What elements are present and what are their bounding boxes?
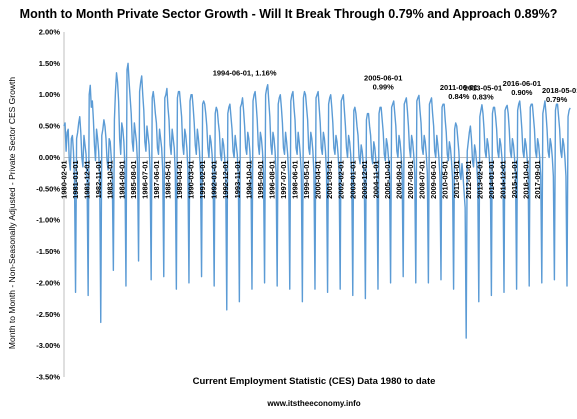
annotations: 1994-06-01, 1.16% 2005-06-010.99% 2011-06-…: [213, 69, 577, 104]
x-tick-label: 1981-12-01: [83, 160, 92, 198]
x-tick-label: 2017-09-01: [533, 160, 542, 198]
x-tick-label: 2000-04-01: [314, 160, 323, 198]
y-tick-label: 2.00%: [39, 28, 61, 37]
y-tick-label: 0.50%: [39, 122, 61, 131]
x-tick-label: 1988-05-01: [163, 160, 172, 198]
x-tick-label: 2010-05-01: [441, 160, 450, 198]
x-tick-label: 2003-12-01: [360, 160, 369, 198]
x-tick-label: 2006-09-01: [394, 160, 403, 198]
x-tick-label: 2014-12-01: [498, 160, 507, 198]
x-tick-label: 2015-11-01: [510, 160, 519, 198]
x-tick-label: 1981-01-01: [71, 160, 80, 198]
x-tick-label: 1983-10-01: [106, 160, 115, 198]
annotation-date: 2018-05-01: [542, 86, 577, 95]
annotation-date: 2013-05-01: [464, 83, 502, 92]
x-tick-label: 1993-11-01: [233, 160, 242, 198]
x-tick-label: 2003-01-01: [348, 160, 357, 198]
y-tick-label: 1.50%: [39, 59, 61, 68]
x-tick-label: 1985-08-01: [129, 160, 138, 198]
y-tick-label: -3.00%: [36, 341, 60, 350]
annotation-value: 0.90%: [511, 88, 533, 97]
series-line: [63, 62, 571, 339]
x-tick-label: 2016-10-01: [522, 160, 531, 198]
x-tick-label: 1997-07-01: [279, 160, 288, 198]
x-tick-label: 2002-02-01: [337, 160, 346, 198]
x-tick-label: 2004-11-01: [371, 160, 380, 198]
annotation-label: 1994-06-01, 1.16%: [213, 69, 277, 78]
annotation-value: 0.99%: [373, 82, 395, 91]
annotation-date: 2005-06-01: [364, 73, 402, 82]
x-tick-label: 1998-06-01: [291, 160, 300, 198]
y-tick-label: -3.50%: [36, 373, 60, 382]
y-tick-label: -2.50%: [36, 310, 60, 319]
series-line-path: [63, 62, 571, 339]
x-axis-title: Current Employment Statistic (CES) Data …: [192, 376, 436, 387]
x-tick-label: 2014-01-01: [487, 160, 496, 198]
x-tick-label: 2001-03-01: [325, 160, 334, 198]
chart-title: Month to Month Private Sector Growth - W…: [19, 7, 558, 21]
annotation-value: 0.83%: [472, 92, 494, 101]
y-tick-label: 1.00%: [39, 90, 61, 99]
x-tick-label: 1999-05-01: [302, 160, 311, 198]
annotation-date: 2016-06-01: [503, 79, 541, 88]
x-tick-label: 2007-08-01: [406, 160, 415, 198]
x-axis-ticks: 1980-02-01 1981-01-01 1981-12-01 1982-11-01…: [60, 160, 543, 198]
x-tick-label: 1991-02-01: [198, 160, 207, 198]
axes: [63, 32, 546, 377]
annotation-value: 0.84%: [448, 92, 470, 101]
x-tick-label: 2009-06-01: [429, 160, 438, 198]
annotation-value: 0.79%: [546, 95, 568, 104]
source-footer: www.itstheeconomy.info: [267, 399, 361, 408]
x-tick-label: 1986-07-01: [140, 160, 149, 198]
y-tick-label: -1.50%: [36, 247, 60, 256]
y-tick-label: 0.00%: [39, 153, 61, 162]
y-tick-label: -2.00%: [36, 278, 60, 287]
x-tick-label: 2012-03-01: [464, 160, 473, 198]
x-tick-label: 2005-10-01: [383, 160, 392, 198]
x-tick-label: 1984-09-01: [117, 160, 126, 198]
x-tick-label: 1987-06-01: [152, 160, 161, 198]
y-tick-label: -0.50%: [36, 184, 60, 193]
x-tick-label: 1980-02-01: [60, 160, 69, 198]
x-tick-label: 1989-04-01: [175, 160, 184, 198]
x-tick-label: 1992-12-01: [221, 160, 230, 198]
x-tick-label: 1995-09-01: [256, 160, 265, 198]
y-tick-label: -1.00%: [36, 216, 60, 225]
x-tick-label: 2013-02-01: [475, 160, 484, 198]
x-tick-label: 1992-01-01: [210, 160, 219, 198]
y-axis-ticks: 2.00% 1.50% 1.00% 0.50% 0.00% -0.50% -1.00% -1.…: [36, 28, 60, 382]
x-tick-label: 1994-10-01: [244, 160, 253, 198]
x-tick-label: 1982-11-01: [94, 160, 103, 198]
annotation-date: 2011-06-01: [440, 83, 478, 92]
x-tick-label: 1996-08-01: [267, 160, 276, 198]
x-tick-label: 2008-07-01: [418, 160, 427, 198]
x-tick-label: 2011-04-01: [452, 160, 461, 198]
x-tick-label: 1990-03-01: [187, 160, 196, 198]
